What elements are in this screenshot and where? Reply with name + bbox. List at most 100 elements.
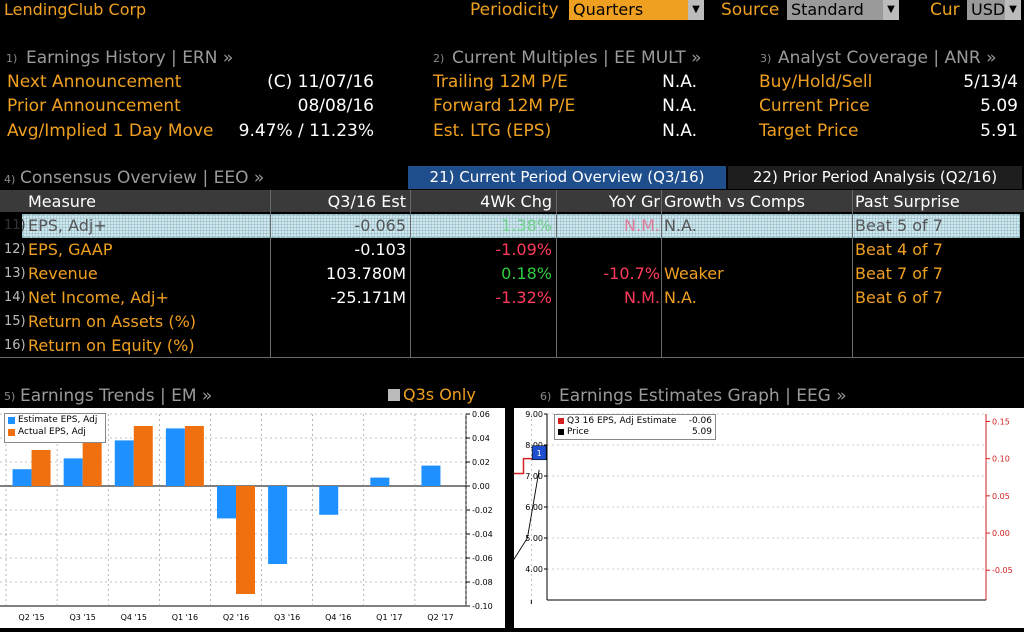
periodicity-select[interactable]: Quarters: [569, 0, 690, 20]
earnings-trends-link[interactable]: Earnings Trends | EM »: [20, 386, 213, 406]
col-4wk-chg: 4Wk Chg: [480, 192, 552, 211]
measure-cell[interactable]: Net Income, Adj+: [28, 288, 169, 307]
section-number: 3): [760, 52, 772, 65]
chg-cell: -1.09%: [495, 240, 552, 259]
source-dropdown-icon[interactable]: ▼: [883, 0, 899, 20]
y-right-tick-label: 0.10: [992, 455, 1010, 464]
column-divider: [661, 190, 662, 358]
selected-row-highlight: [22, 214, 1020, 238]
legend-estimate: Q3 16 EPS, Adj Estimate: [567, 416, 677, 426]
earnings-trends-chart: 0.06 0.04 0.02 0.00 -0.02 -0.04 -0.06 -0.08 -0.1…: [0, 408, 505, 628]
prior-announcement-value: 08/08/16: [297, 96, 374, 116]
next-announcement-label: Next Announcement: [7, 72, 182, 92]
column-divider: [270, 190, 271, 358]
column-divider: [852, 190, 853, 358]
estimates-graph-link[interactable]: Earnings Estimates Graph | EEG »: [559, 386, 847, 406]
source-label: Source: [721, 0, 780, 20]
est-ltg-value: N.A.: [662, 121, 697, 141]
x-tick-label: Q2 '16: [223, 613, 249, 622]
y-left-tick-label: 9.00: [525, 410, 543, 419]
currency-dropdown-icon[interactable]: ▼: [1005, 0, 1021, 20]
implied-move-label: Avg/Implied 1 Day Move: [7, 121, 214, 141]
y-tick-label: -0.10: [472, 602, 493, 611]
row-number: 16): [4, 338, 26, 353]
col-past-surprise: Past Surprise: [855, 192, 960, 211]
measure-cell[interactable]: Return on Assets (%): [28, 312, 197, 331]
trailing-pe-value: N.A.: [662, 72, 697, 92]
surprise-cell[interactable]: Beat 4 of 7: [855, 240, 943, 259]
x-tick-label: Q1 '17: [376, 613, 402, 622]
y-right-tick-label: 0.15: [992, 417, 1010, 426]
col-est: Q3/16 Est: [327, 192, 406, 211]
trends-legend: Estimate EPS, Adj Actual EPS, Adj: [4, 413, 106, 443]
y-left-tick-label: 4.00: [525, 565, 543, 574]
estimate-bar: [421, 465, 441, 486]
buy-hold-sell-value: 5/13/4: [963, 72, 1018, 92]
estimate-bar: [12, 469, 32, 486]
y-tick-label: -0.08: [472, 578, 493, 587]
table-header: [0, 190, 1024, 212]
currency-label: Cur: [930, 0, 960, 20]
col-measure: Measure: [28, 192, 96, 211]
legend-price-value: 5.09: [691, 427, 712, 437]
analyst-coverage-link[interactable]: Analyst Coverage | ANR »: [778, 48, 997, 68]
comps-cell: N.A.: [664, 216, 697, 235]
tab-current-period[interactable]: 21) Current Period Overview (Q3/16): [408, 166, 726, 189]
row-number: 15): [4, 314, 26, 329]
q3s-only-checkbox[interactable]: [388, 389, 400, 401]
actual-swatch: [8, 429, 15, 436]
target-price-value: 5.91: [980, 121, 1018, 141]
top-bar: LendingClub Corp Periodicity Quarters ▼ …: [0, 0, 1024, 22]
row-number: 14): [4, 290, 26, 305]
estimate-bar: [63, 458, 83, 486]
section-number: 4): [4, 173, 16, 186]
current-price-label: Current Price: [759, 96, 870, 116]
est-cell: -0.103: [354, 240, 406, 259]
estimate-bar: [268, 486, 288, 564]
earnings-history-link[interactable]: Earnings History | ERN »: [26, 48, 234, 68]
consensus-overview-link[interactable]: Consensus Overview | EEO »: [20, 168, 265, 188]
measure-cell[interactable]: EPS, Adj+: [28, 216, 107, 235]
y-left-tick-label: 6.00: [525, 503, 543, 512]
next-announcement-value: (C) 11/07/16: [267, 72, 374, 92]
measure-cell[interactable]: EPS, GAAP: [28, 240, 113, 259]
y-tick-label: 0.04: [472, 434, 490, 443]
est-cell: 103.780M: [326, 264, 406, 283]
actual-bar: [236, 486, 255, 594]
section-number: 1): [6, 52, 18, 65]
actual-bar: [184, 426, 204, 486]
source-select[interactable]: Standard: [787, 0, 887, 20]
section-number: 6): [540, 390, 552, 403]
tab-prior-period[interactable]: 22) Prior Period Analysis (Q2/16): [728, 166, 1022, 189]
estimate-bar: [370, 477, 390, 486]
currency-select[interactable]: USD: [967, 0, 1009, 20]
x-tick-label: Q4 '15: [121, 613, 147, 622]
estimate-swatch: [8, 417, 15, 424]
surprise-cell[interactable]: Beat 6 of 7: [855, 288, 943, 307]
estimates-graph-chart: 9.008.007.006.005.004.000.150.100.050.00…: [0, 408, 1024, 628]
y-left-tick-label: 7.00: [525, 472, 543, 481]
current-multiples-link[interactable]: Current Multiples | EE MULT »: [452, 48, 702, 68]
measure-cell[interactable]: Return on Equity (%): [28, 336, 195, 355]
implied-move-value: 9.47% / 11.23%: [238, 121, 374, 141]
chg-cell: 0.18%: [501, 264, 552, 283]
periodicity-dropdown-icon[interactable]: ▼: [688, 0, 704, 20]
target-price-label: Target Price: [759, 121, 859, 141]
prior-announcement-label: Prior Announcement: [7, 96, 181, 116]
y-tick-label: 0.00: [472, 482, 490, 491]
forward-pe-value: N.A.: [662, 96, 697, 116]
trailing-pe-label: Trailing 12M P/E: [433, 72, 568, 92]
surprise-cell[interactable]: Beat 7 of 7: [855, 264, 943, 283]
measure-cell[interactable]: Revenue: [28, 264, 98, 283]
q3s-only-label[interactable]: Q3s Only: [403, 385, 476, 404]
price-line: [0, 469, 540, 579]
x-tick-label: Q3 '16: [274, 613, 300, 622]
y-left-tick-label: 5.00: [525, 534, 543, 543]
estimates-legend: Q3 16 EPS, Adj Estimate -0.06 Price 5.09: [554, 414, 716, 440]
actual-bar: [133, 426, 153, 486]
col-yoy-gr: YoY Gr: [608, 192, 660, 211]
column-divider: [410, 190, 411, 358]
section-number: 5): [4, 390, 16, 403]
y-tick-label: 0.06: [472, 410, 490, 419]
surprise-cell[interactable]: Beat 5 of 7: [855, 216, 943, 235]
